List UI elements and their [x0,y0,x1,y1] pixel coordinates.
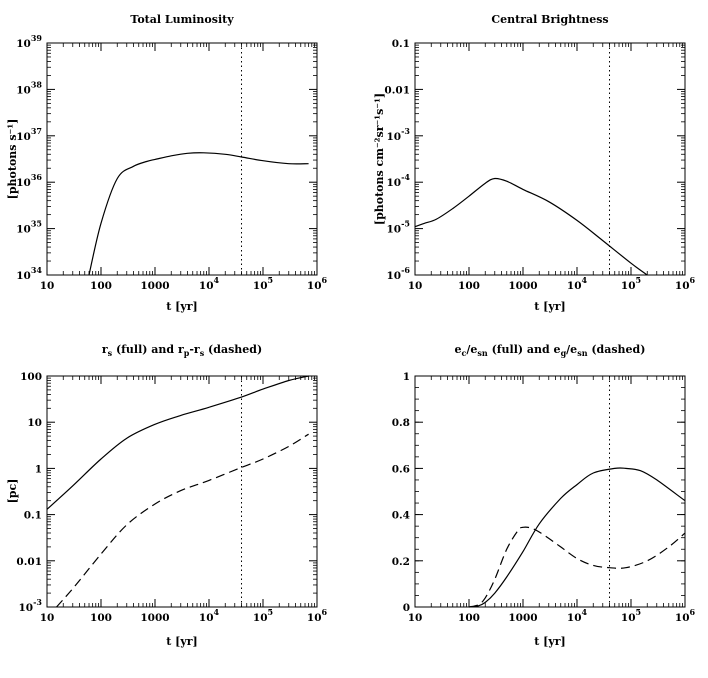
x-tick-label: 10 [40,612,55,624]
x-tick-label: 10 [408,280,423,292]
y-axis-label: [pc] [6,479,19,504]
y-tick-label: 10 [27,417,42,429]
x-tick-label: 100 [90,280,112,292]
x-axis-label: t [yr] [166,635,198,648]
x-tick-label: 100 [90,612,112,624]
panel-central-brightness: Central Brightness 10 100 1000 104 105 106 10-… [373,13,696,313]
y-tick-label: 1038 [16,79,42,96]
x-tick-label: 106 [307,607,328,624]
y-tick-label: 0.2 [392,556,410,568]
x-tick-label: 10 [408,612,423,624]
y-tick-label: 0.1 [24,510,42,522]
panel-energy-fractions: ec/esn (full) and eg/esn (dashed) 10 100 1… [392,343,696,648]
y-tick-label: 10-6 [386,265,410,282]
y-tick-label: 0 [403,602,410,614]
series-full-line [88,152,309,276]
plot-frame [46,42,318,276]
x-tick-label: 105 [253,607,273,624]
y-tick-label: 1 [35,463,42,475]
x-tick-label: 100 [458,612,480,624]
y-tick-label: 100 [20,371,42,383]
y-tick-label: 1034 [16,265,42,282]
x-tick-label: 106 [675,275,696,292]
y-tick-label: 1037 [16,126,42,143]
y-tick-label: 1035 [16,219,42,236]
y-tick-label: 0.4 [392,510,410,522]
panel-title: ec/esn (full) and eg/esn (dashed) [455,343,646,358]
y-tick-label: 0.01 [384,84,410,96]
x-tick-label: 104 [199,607,220,624]
plot-frame [414,42,686,276]
y-tick-label: 0.8 [392,417,410,429]
plot-frame [414,375,686,608]
y-tick-label: 0.01 [16,556,42,568]
x-tick-label: 106 [675,607,696,624]
y-tick-label: 10-4 [386,172,410,189]
panel-title: rs (full) and rp-rs (dashed) [102,343,262,358]
y-tick-label: 1 [403,371,410,383]
y-axis-label: [photons s⁻¹] [6,119,19,200]
series-full-line [468,467,686,608]
series-dashed-line [56,433,309,608]
x-tick-label: 106 [307,275,328,292]
y-tick-label: 10-3 [18,597,42,614]
y-axis-label: [photons cm⁻²sr⁻¹s⁻¹] [373,93,386,225]
series-dashed-line [468,526,686,608]
x-axis-label: t [yr] [534,300,566,313]
y-tick-label: 1039 [16,33,42,50]
x-tick-label: 10 [40,280,55,292]
panel-radii: rs (full) and rp-rs (dashed) 10 100 1000 10… [6,343,328,648]
x-tick-label: 105 [621,275,641,292]
x-tick-label: 100 [458,280,480,292]
y-tick-label: 10-5 [386,219,410,236]
y-tick-label: 1036 [16,172,42,189]
x-tick-label: 104 [567,275,588,292]
series-full-line [46,375,309,510]
x-tick-label: 1000 [140,280,169,292]
x-tick-label: 105 [621,607,641,624]
series-full-line [414,177,648,276]
y-tick-label: 0.1 [392,38,410,50]
x-axis-label: t [yr] [534,635,566,648]
x-tick-label: 1000 [140,612,169,624]
x-axis-label: t [yr] [166,300,198,313]
x-tick-label: 105 [253,275,273,292]
panel-total-luminosity: Total Luminosity 10 100 1000 104 105 106 1034 1… [6,13,328,313]
y-tick-label: 10-3 [386,126,410,143]
panel-title: Total Luminosity [130,13,234,26]
x-tick-label: 1000 [508,612,537,624]
x-tick-label: 104 [199,275,220,292]
x-tick-label: 104 [567,607,588,624]
panel-title: Central Brightness [491,13,608,26]
y-tick-label: 0.6 [392,463,410,475]
x-tick-label: 1000 [508,280,537,292]
plot-frame [46,375,318,608]
